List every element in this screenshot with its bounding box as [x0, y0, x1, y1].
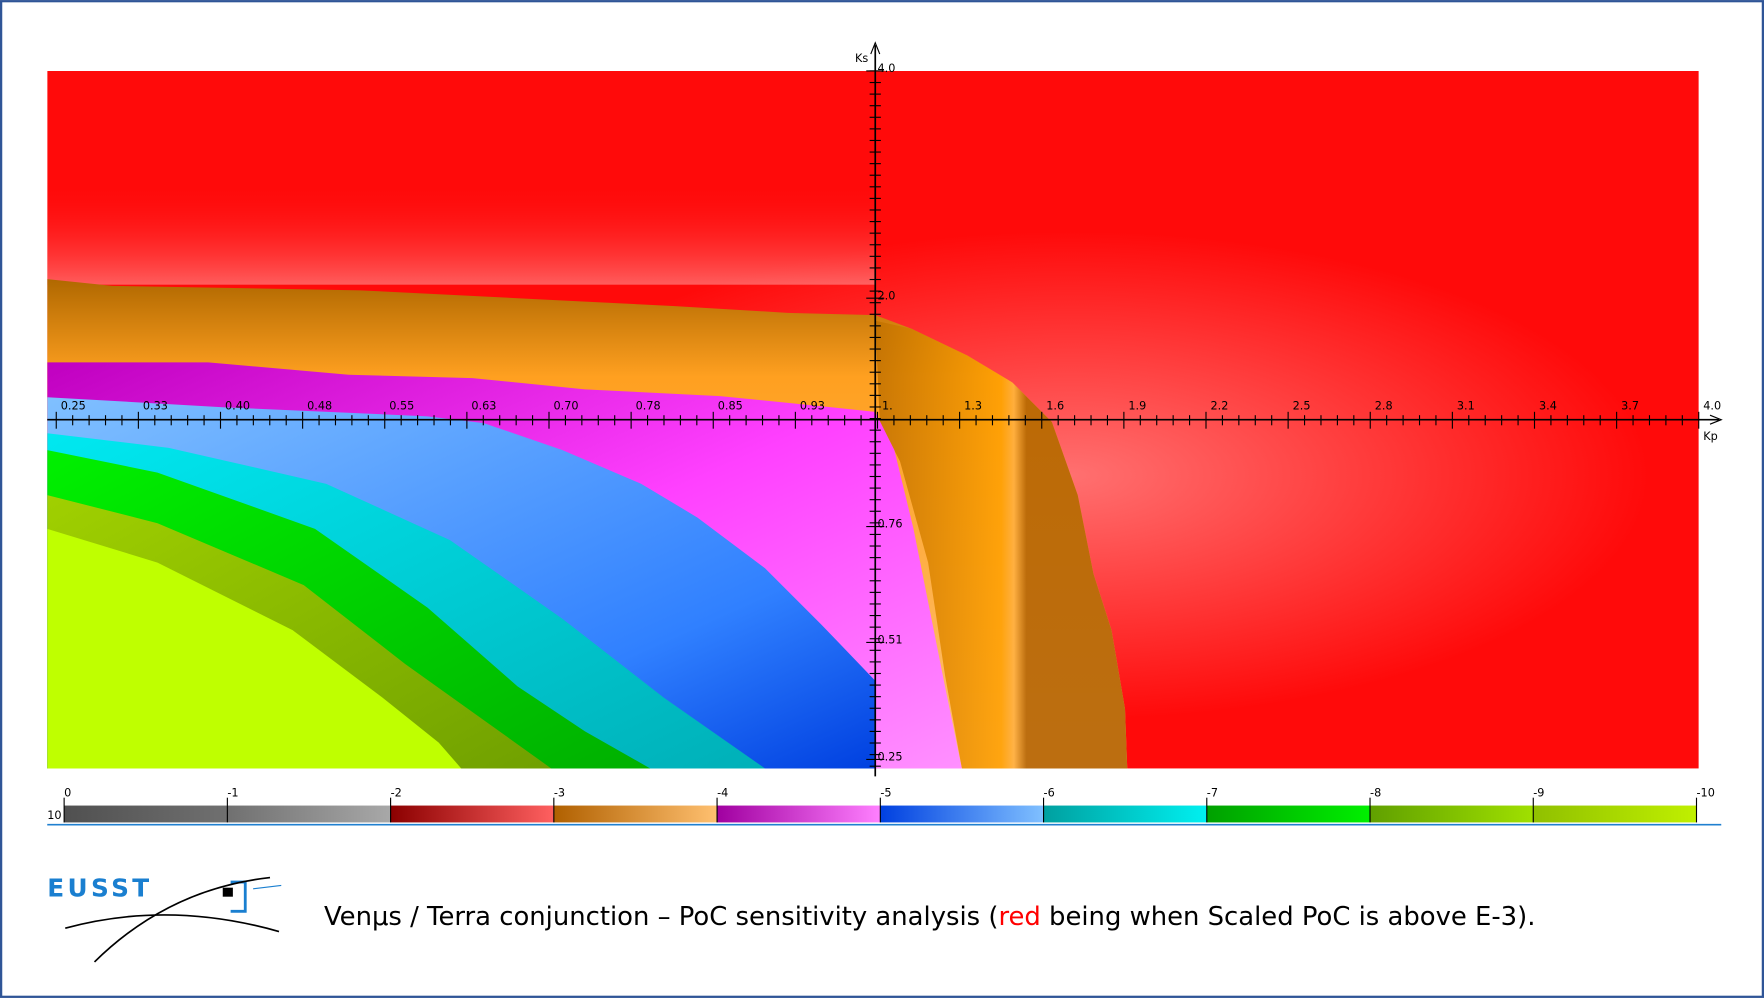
colorbar-tick-label: 0 [64, 787, 71, 800]
x-tick-label: 0.25 [61, 400, 86, 413]
x-tick-label: 1.3 [964, 400, 982, 413]
x-tick-label: 4.0 [1703, 400, 1721, 413]
x-tick-label: 0.48 [307, 400, 332, 413]
x-tick-label: 0.70 [554, 400, 579, 413]
colorbar: 10 0 -1 -2 -3 -4 -5 -6 -7 -8 -9 -10 [47, 787, 1722, 826]
colorbar-segment [1370, 805, 1534, 823]
axes: Ks Kp 0.25 0.33 0.40 0.48 0.55 0.63 0.70 0.78 0.… [47, 41, 1723, 777]
x-tick-label: 3.1 [1457, 400, 1475, 413]
region-yellow-green [47, 528, 462, 769]
colorbar-segment [1043, 805, 1207, 823]
colorbar-tick-label: -6 [1044, 787, 1055, 800]
logo: EUSST [47, 874, 282, 963]
colorbar-tick-label: -5 [880, 787, 891, 800]
colorbar-segment [1206, 805, 1371, 823]
x-tick-label: 0.33 [143, 400, 168, 413]
region-red-fade [47, 70, 876, 285]
logo-text: EUSST [47, 874, 152, 903]
x-tick-label: 1. [882, 400, 893, 413]
logo-line [253, 884, 282, 890]
y-tick-label: 0.76 [878, 518, 903, 531]
caption-highlight: red [998, 902, 1040, 932]
x-tick-label: 0.78 [636, 400, 661, 413]
x-tick-label: 2.5 [1293, 400, 1311, 413]
caption-text: Venμs / Terra conjunction – PoC sensitiv… [324, 902, 998, 932]
colorbar-segment [880, 805, 1044, 823]
y-tick-label: 0.25 [878, 751, 903, 764]
x-tick-label: 0.93 [800, 400, 825, 413]
colorbar-segment [64, 805, 228, 823]
caption-text: being when Scaled PoC is above E-3). [1041, 902, 1536, 932]
colorbar-base-label: 10 [47, 809, 61, 822]
x-axis-label: Kp [1703, 430, 1718, 443]
x-tick-label: 0.40 [225, 400, 250, 413]
x-tick-label: 0.63 [471, 400, 496, 413]
x-tick-label: 2.8 [1375, 400, 1393, 413]
logo-swoosh [65, 914, 280, 933]
x-tick-label: 2.2 [1211, 400, 1229, 413]
y-tick-label: 0.51 [878, 634, 903, 647]
colorbar-tick-label: -2 [391, 787, 402, 800]
caption: Venμs / Terra conjunction – PoC sensitiv… [324, 902, 1535, 932]
x-tick-label: 3.4 [1539, 400, 1557, 413]
colorbar-segment [553, 805, 718, 823]
y-axis-arrow [870, 41, 881, 55]
region-orange-right [875, 320, 1128, 769]
x-tick-label: 3.7 [1621, 400, 1639, 413]
colorbar-segment [390, 805, 554, 823]
x-tick-label: 0.55 [389, 400, 414, 413]
logo-square [222, 887, 233, 897]
y-tick-label: 4.0 [878, 62, 896, 75]
colorbar-tick-label: -10 [1697, 787, 1715, 800]
y-axis-label: Ks [855, 52, 868, 65]
colorbar-tick-label: -4 [717, 787, 728, 800]
x-tick-label: 1.6 [1046, 400, 1064, 413]
x-tick-label: 1.9 [1128, 400, 1146, 413]
colorbar-tick-label: -1 [227, 787, 238, 800]
x-tick-label: 0.85 [718, 400, 743, 413]
y-tick-label: 2.0 [878, 289, 896, 302]
colorbar-tick-label: -3 [554, 787, 565, 800]
colorbar-segment [717, 805, 881, 823]
colorbar-tick-label: -7 [1207, 787, 1218, 800]
colorbar-segment [1533, 805, 1697, 823]
colorbar-tick-label: -8 [1370, 787, 1381, 800]
colorbar-segment [227, 805, 391, 823]
logo-swoosh [93, 876, 271, 963]
x-axis-arrow [1709, 414, 1723, 425]
colorbar-tick-label: -9 [1533, 787, 1544, 800]
